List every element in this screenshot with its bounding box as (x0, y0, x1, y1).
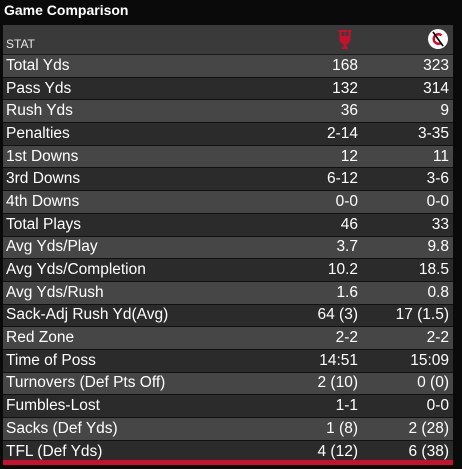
cincinnati-value: 323 (423, 56, 449, 74)
stat-label: Sacks (Def Yds) (6, 419, 118, 437)
indiana-value: 12 (340, 147, 358, 165)
cincinnati-value: 15:09 (410, 351, 449, 369)
indiana-logo-icon (338, 30, 352, 49)
indiana-value: 4 (12) (317, 442, 359, 460)
table-row: Total Plays 46 33 (3, 213, 453, 237)
cincinnati-value: 0.8 (427, 283, 449, 301)
indiana-value: 1.6 (336, 283, 358, 301)
indiana-value: 2-14 (326, 124, 358, 142)
bottom-accent-bar (3, 460, 453, 465)
cincinnati-value: 18.5 (418, 261, 449, 279)
table-row: 4th Downs 0-0 0-0 (3, 191, 453, 214)
indiana-value: 64 (3) (317, 306, 359, 324)
table-row: Time of Poss 14:51 15:09 (3, 349, 453, 373)
cincinnati-value: 3-35 (417, 124, 449, 142)
indiana-value: 36 (340, 102, 358, 120)
stat-label: TFL (Def Yds) (6, 442, 103, 460)
indiana-value: 0-0 (335, 192, 358, 210)
table-row: 1st Downs 12 11 (3, 145, 453, 169)
stat-label: Pass Yds (6, 79, 72, 97)
table-row: Sack-Adj Rush Yd(Avg) 64 (3) 17 (1.5) (3, 304, 453, 328)
stat-label: Penalties (6, 124, 70, 142)
table-row: Sacks (Def Yds) 1 (8) 2 (28) (3, 418, 453, 441)
cincinnati-value: 0-0 (426, 397, 449, 415)
indiana-value: 6-12 (326, 170, 358, 188)
cincinnati-value: 0-0 (426, 192, 449, 210)
indiana-value: 2-2 (335, 329, 358, 347)
table-row: Turnovers (Def Pts Off) 2 (10) 0 (0) (3, 372, 453, 396)
indiana-value: 1 (8) (326, 419, 358, 437)
cincinnati-value: 2-2 (426, 329, 449, 347)
cincinnati-value: 3-6 (426, 170, 449, 188)
table-row: 3rd Downs 6-12 3-6 (3, 168, 453, 192)
indiana-value: 1-1 (335, 397, 358, 415)
indiana-value: 14:51 (319, 351, 358, 369)
stat-label: Rush Yds (6, 102, 73, 120)
indiana-value: 46 (340, 215, 358, 233)
table-row: Avg Yds/Play 3.7 9.8 (3, 236, 453, 260)
comparison-table: STAT Total Yds 168 323 Pass Yds 132 314 Rush Y… (3, 25, 453, 464)
cincinnati-value: 2 (28) (408, 419, 450, 437)
table-row: Fumbles-Lost 1-1 0-0 (3, 395, 453, 418)
stat-label: Total Yds (6, 56, 70, 74)
stat-label: Sack-Adj Rush Yd(Avg) (6, 306, 169, 324)
stat-column-header: STAT (6, 37, 35, 51)
table-row: Rush Yds 36 9 (3, 100, 453, 124)
cincinnati-value: 11 (432, 147, 449, 165)
cincinnati-value: 33 (431, 215, 449, 233)
cincinnati-value: 0 (0) (417, 374, 449, 392)
stat-label: Total Plays (6, 215, 81, 233)
table-row: TFL (Def Yds) 4 (12) 6 (38) (3, 440, 453, 464)
stat-label: Avg Yds/Play (6, 238, 98, 256)
table-row: Avg Yds/Completion 10.2 18.5 (3, 259, 453, 282)
table-row: Total Yds 168 323 (3, 55, 453, 78)
indiana-value: 132 (332, 79, 358, 97)
cincinnati-value: 9 (440, 102, 449, 120)
indiana-value: 3.7 (336, 238, 358, 256)
stat-label: 3rd Downs (6, 170, 81, 188)
cincinnati-value: 9.8 (427, 238, 449, 256)
table-header: STAT (3, 25, 453, 55)
stat-label: Avg Yds/Rush (6, 283, 104, 301)
indiana-value: 168 (332, 56, 358, 74)
stat-label: 1st Downs (6, 147, 79, 165)
stat-label: Avg Yds/Completion (6, 261, 146, 279)
cincinnati-logo-icon (428, 29, 448, 49)
table-row: Penalties 2-14 3-35 (3, 123, 453, 146)
panel-title: Game Comparison (4, 2, 129, 18)
table-body: Total Yds 168 323 Pass Yds 132 314 Rush Yds 36 9… (3, 55, 453, 464)
table-row: Red Zone 2-2 2-2 (3, 327, 453, 350)
stat-label: Time of Poss (6, 351, 96, 369)
stat-label: Fumbles-Lost (6, 397, 100, 415)
table-row: Pass Yds 132 314 (3, 77, 453, 101)
stat-label: 4th Downs (6, 192, 80, 210)
cincinnati-value: 17 (1.5) (395, 306, 449, 324)
stat-label: Turnovers (Def Pts Off) (6, 374, 166, 392)
indiana-value: 2 (10) (317, 374, 359, 392)
indiana-value: 10.2 (327, 261, 358, 279)
table-row: Avg Yds/Rush 1.6 0.8 (3, 281, 453, 305)
cincinnati-value: 314 (423, 79, 449, 97)
cincinnati-value: 6 (38) (408, 442, 450, 460)
stat-label: Red Zone (6, 329, 75, 347)
